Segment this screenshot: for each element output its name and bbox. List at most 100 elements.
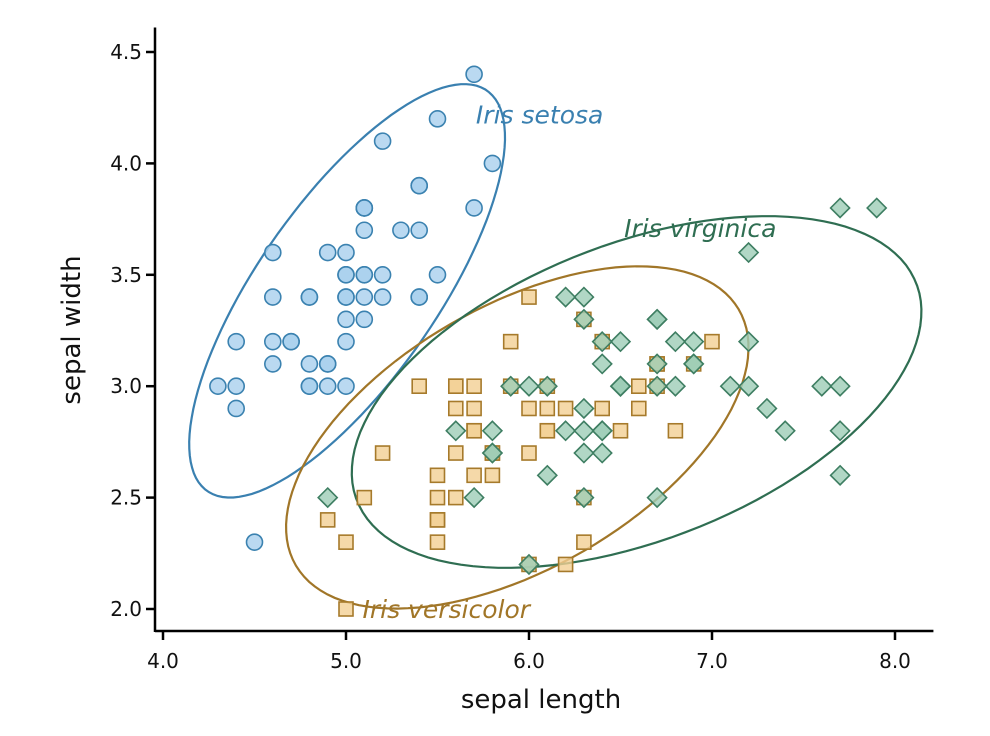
data-points (209, 65, 888, 617)
point-iris-virginica (573, 486, 595, 509)
point-iris-virginica (737, 375, 760, 397)
point-iris-setosa (337, 265, 355, 284)
point-iris-virginica (518, 553, 540, 576)
species-labels: Iris setosa Iris virginica Iris versicol… (362, 100, 776, 624)
point-iris-versicolor (521, 445, 537, 461)
point-iris-virginica (683, 353, 705, 375)
ellipse-iris-versicolor (284, 265, 750, 610)
ellipse-iris-virginica (350, 215, 923, 569)
point-iris-versicolor (557, 556, 574, 573)
y-tick-label: 2.5 (110, 486, 142, 510)
point-iris-virginica (774, 420, 796, 442)
ellipse-iris-setosa (188, 83, 507, 499)
point-iris-setosa (410, 176, 429, 195)
x-tick-label: 6.0 (513, 649, 545, 673)
y-tick-label: 3.5 (110, 263, 142, 287)
point-iris-setosa (337, 310, 355, 329)
point-iris-versicolor (521, 400, 537, 417)
point-iris-virginica (756, 397, 778, 420)
point-iris-virginica (317, 486, 339, 509)
point-iris-versicolor (466, 422, 482, 439)
label-iris-versicolor: Iris versicolor (362, 595, 531, 624)
label-iris-setosa: Iris setosa (476, 100, 603, 129)
point-iris-versicolor (466, 467, 482, 484)
point-iris-setosa (300, 377, 319, 396)
point-iris-virginica (664, 375, 687, 397)
point-iris-setosa (337, 377, 355, 396)
y-axis-ticks: 2.0 2.5 3.0 3.5 4.0 4.5 (110, 40, 155, 621)
point-iris-versicolor (429, 489, 446, 506)
point-iris-virginica (609, 331, 632, 353)
point-iris-setosa (483, 154, 502, 173)
point-iris-virginica (591, 420, 613, 442)
point-iris-virginica (573, 397, 595, 420)
point-iris-setosa (337, 288, 355, 306)
point-iris-versicolor (484, 467, 501, 484)
point-iris-setosa (209, 377, 227, 396)
point-iris-virginica (646, 308, 668, 330)
y-tick-label: 3.0 (110, 374, 142, 398)
point-iris-setosa (337, 243, 355, 262)
point-iris-virginica (609, 375, 632, 397)
point-iris-versicolor (594, 400, 611, 417)
point-iris-virginica (719, 375, 741, 397)
point-iris-setosa (410, 288, 429, 306)
point-iris-versicolor (447, 378, 464, 395)
x-tick-label: 8.0 (879, 649, 911, 673)
point-iris-versicolor (447, 400, 464, 417)
point-iris-setosa (428, 265, 447, 284)
point-iris-virginica (737, 331, 760, 353)
point-iris-setosa (373, 132, 392, 150)
point-iris-versicolor (502, 333, 519, 350)
point-iris-virginica (683, 331, 705, 353)
point-iris-setosa (227, 399, 245, 418)
x-tick-label: 5.0 (330, 649, 362, 673)
point-iris-versicolor (356, 489, 373, 506)
point-iris-setosa (410, 221, 429, 240)
point-iris-virginica (591, 331, 613, 353)
point-iris-setosa (263, 288, 282, 306)
point-iris-versicolor (612, 422, 629, 439)
point-iris-setosa (428, 110, 447, 128)
point-iris-versicolor (630, 378, 647, 395)
point-iris-virginica (573, 442, 595, 464)
point-iris-virginica (536, 464, 558, 486)
point-iris-versicolor (319, 512, 336, 528)
point-iris-setosa (465, 199, 483, 217)
point-iris-virginica (536, 375, 558, 397)
point-iris-setosa (392, 221, 410, 240)
point-iris-virginica (737, 241, 760, 264)
point-iris-versicolor (466, 378, 482, 395)
point-iris-virginica (573, 286, 595, 308)
point-iris-virginica (500, 375, 522, 397)
point-iris-versicolor (338, 601, 354, 617)
point-iris-versicolor (429, 534, 446, 550)
point-iris-setosa (300, 288, 319, 306)
x-tick-label: 4.0 (147, 649, 179, 673)
point-iris-virginica (664, 331, 687, 353)
confidence-ellipses (188, 83, 923, 610)
point-iris-setosa (300, 355, 319, 373)
point-iris-virginica (573, 420, 595, 442)
y-tick-label: 2.0 (110, 597, 142, 621)
point-iris-versicolor (429, 467, 446, 484)
point-iris-setosa (263, 332, 282, 351)
point-iris-setosa (465, 65, 483, 84)
point-iris-setosa (318, 243, 337, 262)
point-iris-versicolor (447, 445, 464, 461)
point-iris-virginica (554, 286, 577, 308)
point-iris-setosa (373, 265, 392, 284)
point-iris-versicolor (374, 445, 391, 461)
x-axis-ticks: 4.0 5.0 6.0 7.0 8.0 (147, 631, 911, 673)
y-tick-label: 4.5 (110, 40, 142, 64)
point-iris-setosa (318, 377, 337, 396)
point-iris-setosa (318, 355, 337, 373)
point-iris-versicolor (667, 422, 684, 439)
point-iris-versicolor (447, 489, 464, 506)
point-iris-virginica (829, 420, 851, 442)
x-axis-title: sepal length (461, 685, 621, 715)
point-iris-versicolor (539, 400, 556, 417)
point-iris-setosa (355, 199, 374, 217)
point-iris-setosa (337, 332, 355, 351)
